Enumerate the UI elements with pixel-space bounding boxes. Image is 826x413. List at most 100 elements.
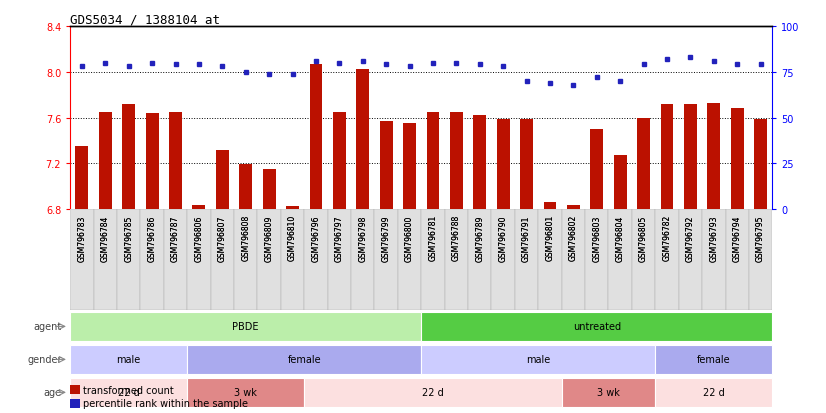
Text: GSM796781: GSM796781 (429, 215, 438, 261)
Bar (421, 210, 444, 310)
Bar (450, 112, 463, 210)
Text: GSM796798: GSM796798 (358, 215, 368, 261)
Text: GSM796794: GSM796794 (733, 215, 742, 261)
Text: 22 d: 22 d (703, 387, 724, 397)
Bar (754, 119, 767, 210)
Bar (567, 205, 580, 210)
Bar (426, 112, 439, 210)
Text: gender: gender (27, 354, 62, 365)
Bar (70, 312, 421, 342)
Bar (286, 206, 299, 210)
Text: percentile rank within the sample: percentile rank within the sample (83, 399, 248, 408)
Text: agent: agent (34, 322, 62, 332)
Bar (403, 124, 416, 210)
Text: 22 d: 22 d (422, 387, 444, 397)
Bar (188, 210, 211, 310)
Bar (562, 210, 585, 310)
Bar (562, 377, 655, 407)
Text: GSM796786: GSM796786 (148, 215, 157, 261)
Bar (655, 210, 679, 310)
Bar (398, 210, 421, 310)
Text: GSM796794: GSM796794 (733, 215, 742, 261)
Bar (188, 377, 304, 407)
Bar (655, 377, 772, 407)
Bar (421, 312, 772, 342)
Bar (99, 112, 112, 210)
Bar (140, 210, 164, 310)
Bar (351, 210, 374, 310)
Text: GSM796803: GSM796803 (592, 215, 601, 261)
Bar (515, 210, 539, 310)
Text: untreated: untreated (572, 322, 621, 332)
Text: GSM796792: GSM796792 (686, 215, 695, 261)
Bar (444, 210, 468, 310)
Text: GSM796796: GSM796796 (311, 215, 320, 261)
Text: GSM796784: GSM796784 (101, 215, 110, 261)
Text: GSM796810: GSM796810 (288, 215, 297, 261)
Text: GSM796798: GSM796798 (358, 215, 368, 261)
Text: age: age (44, 387, 62, 397)
Text: female: female (287, 354, 321, 365)
Bar (169, 112, 182, 210)
Text: GSM796807: GSM796807 (218, 215, 227, 261)
Text: GSM796809: GSM796809 (264, 215, 273, 261)
Text: GSM796802: GSM796802 (569, 215, 578, 261)
Bar (70, 210, 93, 310)
Bar (216, 150, 229, 210)
Text: GSM796800: GSM796800 (405, 215, 414, 261)
Bar (585, 210, 609, 310)
Bar (328, 210, 351, 310)
Bar (192, 205, 206, 210)
Bar (655, 345, 772, 374)
Text: GSM796783: GSM796783 (78, 215, 87, 261)
Text: GSM796781: GSM796781 (429, 215, 438, 261)
Bar (281, 210, 304, 310)
Text: GSM796782: GSM796782 (662, 215, 672, 261)
Text: GSM796805: GSM796805 (639, 215, 648, 261)
Bar (188, 345, 421, 374)
Bar (421, 345, 655, 374)
Bar (614, 156, 627, 210)
Bar (707, 103, 720, 210)
Text: GSM796795: GSM796795 (756, 215, 765, 261)
Bar (356, 70, 369, 210)
Bar (520, 119, 533, 210)
Bar (240, 165, 252, 210)
Text: GSM796801: GSM796801 (545, 215, 554, 261)
Text: GSM796791: GSM796791 (522, 215, 531, 261)
Text: GSM796790: GSM796790 (499, 215, 508, 261)
Bar (591, 130, 603, 210)
Text: 3 wk: 3 wk (597, 387, 620, 397)
Bar (637, 118, 650, 210)
Bar (93, 210, 117, 310)
Bar (333, 112, 346, 210)
Bar (122, 104, 135, 210)
Text: GSM796793: GSM796793 (710, 215, 719, 261)
Text: GSM796804: GSM796804 (615, 215, 624, 261)
Text: female: female (697, 354, 731, 365)
Text: GDS5034 / 1388104_at: GDS5034 / 1388104_at (70, 13, 221, 26)
Bar (468, 210, 491, 310)
Text: GSM796806: GSM796806 (194, 215, 203, 261)
Text: PBDE: PBDE (232, 322, 259, 332)
Text: GSM796790: GSM796790 (499, 215, 508, 261)
Text: GSM796783: GSM796783 (78, 215, 87, 261)
Text: GSM796804: GSM796804 (615, 215, 624, 261)
Text: GSM796805: GSM796805 (639, 215, 648, 261)
Bar (164, 210, 188, 310)
Text: GSM796792: GSM796792 (686, 215, 695, 261)
Text: GSM796810: GSM796810 (288, 215, 297, 261)
Text: GSM796785: GSM796785 (124, 215, 133, 261)
Bar (544, 203, 557, 210)
Bar (75, 147, 88, 210)
Text: GSM796803: GSM796803 (592, 215, 601, 261)
Bar (211, 210, 234, 310)
Text: GSM796797: GSM796797 (335, 215, 344, 261)
Text: GSM796808: GSM796808 (241, 215, 250, 261)
Bar (380, 122, 392, 210)
Text: GSM796787: GSM796787 (171, 215, 180, 261)
Text: GSM796789: GSM796789 (475, 215, 484, 261)
Bar (632, 210, 655, 310)
Text: GSM796809: GSM796809 (264, 215, 273, 261)
Bar (263, 170, 276, 210)
